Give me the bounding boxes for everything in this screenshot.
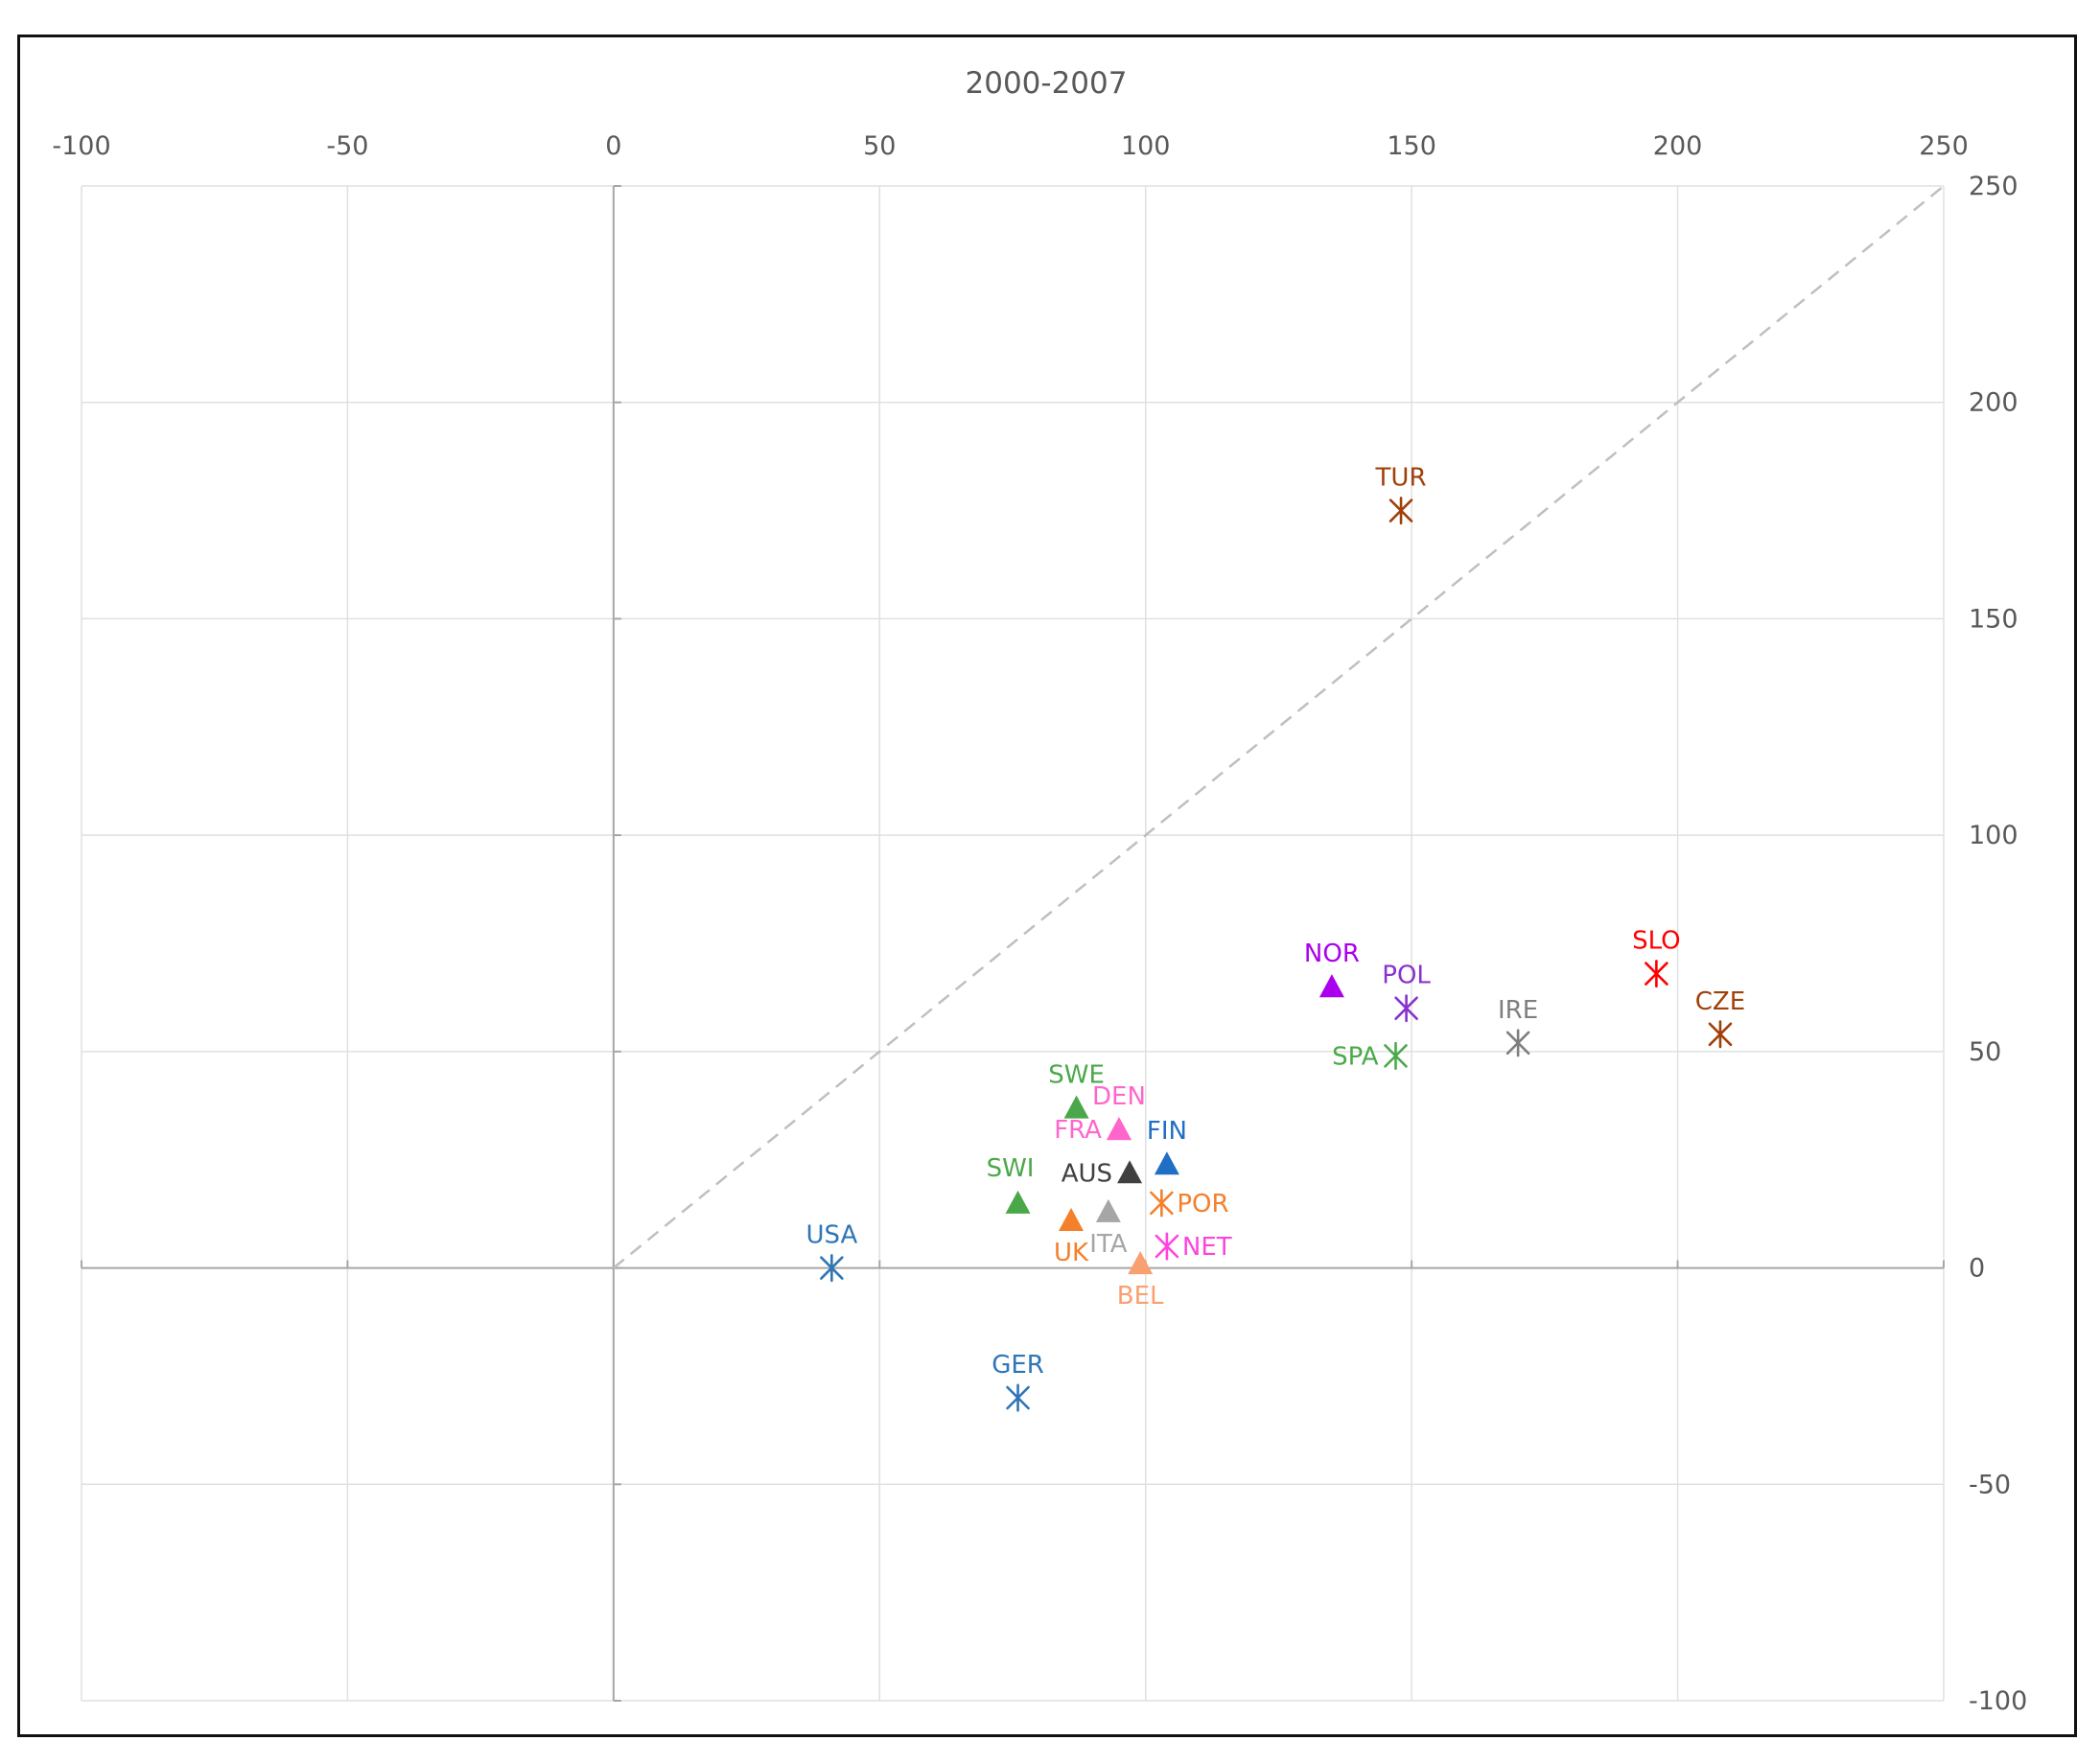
y-tick-label: 250 xyxy=(1969,172,2018,201)
data-label-ita: ITA xyxy=(1089,1230,1128,1259)
y-tick-label: 100 xyxy=(1969,821,2018,850)
y-tick-label: 200 xyxy=(1969,388,2018,418)
marker-star-ire xyxy=(1505,1029,1530,1057)
x-axis-ticks: -100 -50 0 50 100 150 200 250 xyxy=(52,131,1968,161)
x-tick-label: -50 xyxy=(326,131,368,161)
marker-triangle-fra xyxy=(1106,1117,1132,1141)
marker-star-pol xyxy=(1394,994,1418,1023)
data-label-net: NET xyxy=(1182,1233,1232,1262)
data-label-spa: SPA xyxy=(1332,1042,1379,1071)
y-axis-ticks: 250 200 150 100 50 0 -50 -100 xyxy=(1969,172,2027,1716)
data-label-usa: USA xyxy=(805,1221,857,1250)
data-label-nor: NOR xyxy=(1304,940,1360,968)
marker-triangle-nor xyxy=(1318,974,1344,998)
marker-triangle-swi xyxy=(1005,1190,1031,1214)
marker-triangle-swe xyxy=(1063,1095,1089,1119)
grid xyxy=(81,185,1945,1702)
marker-triangle-ita xyxy=(1095,1198,1121,1222)
data-label-bel: BEL xyxy=(1117,1282,1164,1311)
data-points xyxy=(820,497,1733,1412)
x-tick-label: -100 xyxy=(52,131,110,161)
chart-title: 2000-2007 xyxy=(966,66,1128,101)
axes xyxy=(81,185,1945,1702)
marker-triangle-uk xyxy=(1059,1207,1085,1231)
data-label-aus: AUS xyxy=(1062,1159,1112,1188)
marker-star-usa xyxy=(820,1254,844,1283)
y-tick-label: 0 xyxy=(1969,1254,1985,1284)
marker-star-tur xyxy=(1388,497,1413,525)
data-label-swe: SWE xyxy=(1048,1061,1105,1090)
marker-star-slo xyxy=(1645,960,1668,988)
data-label-ire: IRE xyxy=(1498,996,1538,1025)
x-tick-label: 50 xyxy=(863,131,896,161)
x-tick-label: 200 xyxy=(1653,131,1703,161)
data-label-pol: POL xyxy=(1382,962,1431,990)
marker-triangle-aus xyxy=(1117,1160,1143,1184)
data-label-por: POR xyxy=(1177,1190,1228,1219)
x-tick-label: 0 xyxy=(605,131,621,161)
scatter-chart: 2000-2007 -100 -50 0 50 100 150 200 250 250 200 1… xyxy=(52,66,2027,1716)
x-tick-label: 150 xyxy=(1387,131,1436,161)
y-tick-label: 50 xyxy=(1969,1037,2001,1067)
marker-star-cze xyxy=(1708,1020,1733,1049)
marker-star-spa xyxy=(1384,1041,1408,1070)
data-label-slo: SLO xyxy=(1632,927,1681,956)
data-label-tur: TUR xyxy=(1375,464,1427,493)
data-label-cze: CZE xyxy=(1695,987,1745,1016)
data-label-ger: GER xyxy=(992,1351,1044,1380)
data-label-uk: UK xyxy=(1054,1239,1089,1267)
marker-star-por xyxy=(1150,1189,1174,1218)
chart-frame: 2000-2007 -100 -50 0 50 100 150 200 250 250 200 1… xyxy=(17,35,2077,1737)
x-tick-label: 100 xyxy=(1121,131,1171,161)
data-label-fra: FRA xyxy=(1054,1116,1102,1145)
data-label-fin: FIN xyxy=(1147,1117,1187,1146)
y-tick-label: 150 xyxy=(1969,604,2018,634)
marker-star-net xyxy=(1155,1232,1179,1261)
data-label-den: DEN xyxy=(1092,1082,1146,1111)
marker-star-ger xyxy=(1006,1383,1030,1412)
reference-line-layer xyxy=(613,185,1945,1269)
y-tick-label: -100 xyxy=(1969,1686,2027,1716)
diagonal-reference-line xyxy=(613,185,1945,1269)
data-label-swi: SWI xyxy=(987,1154,1035,1183)
x-tick-label: 250 xyxy=(1919,131,1969,161)
marker-triangle-fin xyxy=(1154,1151,1179,1175)
y-tick-label: -50 xyxy=(1969,1470,2011,1499)
marker-triangle-bel xyxy=(1128,1251,1154,1275)
